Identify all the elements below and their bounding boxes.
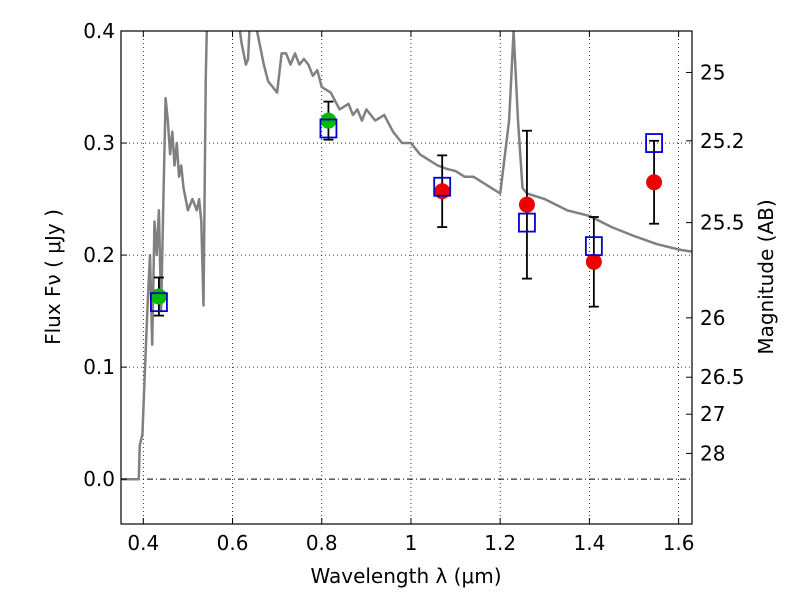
red-data-point bbox=[646, 174, 663, 191]
axis-ticks: 0.4 0.6 0.8 1 1.2 1.4 1.6 0.0 0.1 0.2 0.3 0.4 25 25.2… bbox=[83, 19, 744, 555]
plot-frame bbox=[120, 30, 693, 525]
mag-tick-label: 26.5 bbox=[700, 365, 745, 389]
x-tick-label: 1.2 bbox=[484, 531, 516, 555]
y-tick-label: 0.1 bbox=[83, 355, 115, 379]
mag-tick-label: 27 bbox=[700, 402, 725, 426]
x-axis-label: Wavelength λ (μm) bbox=[310, 564, 501, 588]
y-tick-label: 0.4 bbox=[83, 19, 115, 43]
model-photometry-square bbox=[433, 176, 452, 197]
y-tick-label: 0.0 bbox=[83, 467, 115, 491]
y-axis-label: Flux Fν ( μJy ) bbox=[41, 209, 65, 345]
green-data-point bbox=[320, 112, 337, 129]
x-tick-label: 1.4 bbox=[573, 531, 605, 555]
model-photometry-square bbox=[518, 212, 536, 233]
model-photometry-square bbox=[319, 118, 338, 139]
x-tick-label: 0.8 bbox=[306, 531, 338, 555]
mag-tick-label: 25.2 bbox=[700, 129, 745, 153]
mag-tick-label: 28 bbox=[700, 441, 725, 465]
mag-tick-label: 25.5 bbox=[700, 211, 745, 235]
x-tick-label: 1.6 bbox=[663, 531, 695, 555]
x-tick-label: 0.6 bbox=[217, 531, 249, 555]
y2-axis-label: Magnitude (AB) bbox=[754, 199, 778, 354]
red-data-point bbox=[518, 196, 535, 213]
x-tick-label: 1 bbox=[405, 531, 418, 555]
y-tick-label: 0.2 bbox=[83, 243, 115, 267]
plot-area bbox=[121, 31, 692, 481]
model-spectrum-line bbox=[121, 31, 692, 481]
data-markers bbox=[150, 100, 663, 317]
mag-tick-label: 25 bbox=[700, 60, 725, 84]
model-photometry-square bbox=[584, 236, 603, 257]
model-photometry-square bbox=[645, 133, 663, 153]
y-tick-label: 0.3 bbox=[83, 131, 115, 155]
x-tick-label: 0.4 bbox=[127, 531, 159, 555]
red-data-point bbox=[585, 253, 602, 270]
red-data-point bbox=[434, 183, 451, 200]
model-photometry-square bbox=[150, 292, 168, 313]
green-data-point bbox=[150, 288, 167, 305]
mag-tick-label: 26 bbox=[700, 306, 725, 330]
